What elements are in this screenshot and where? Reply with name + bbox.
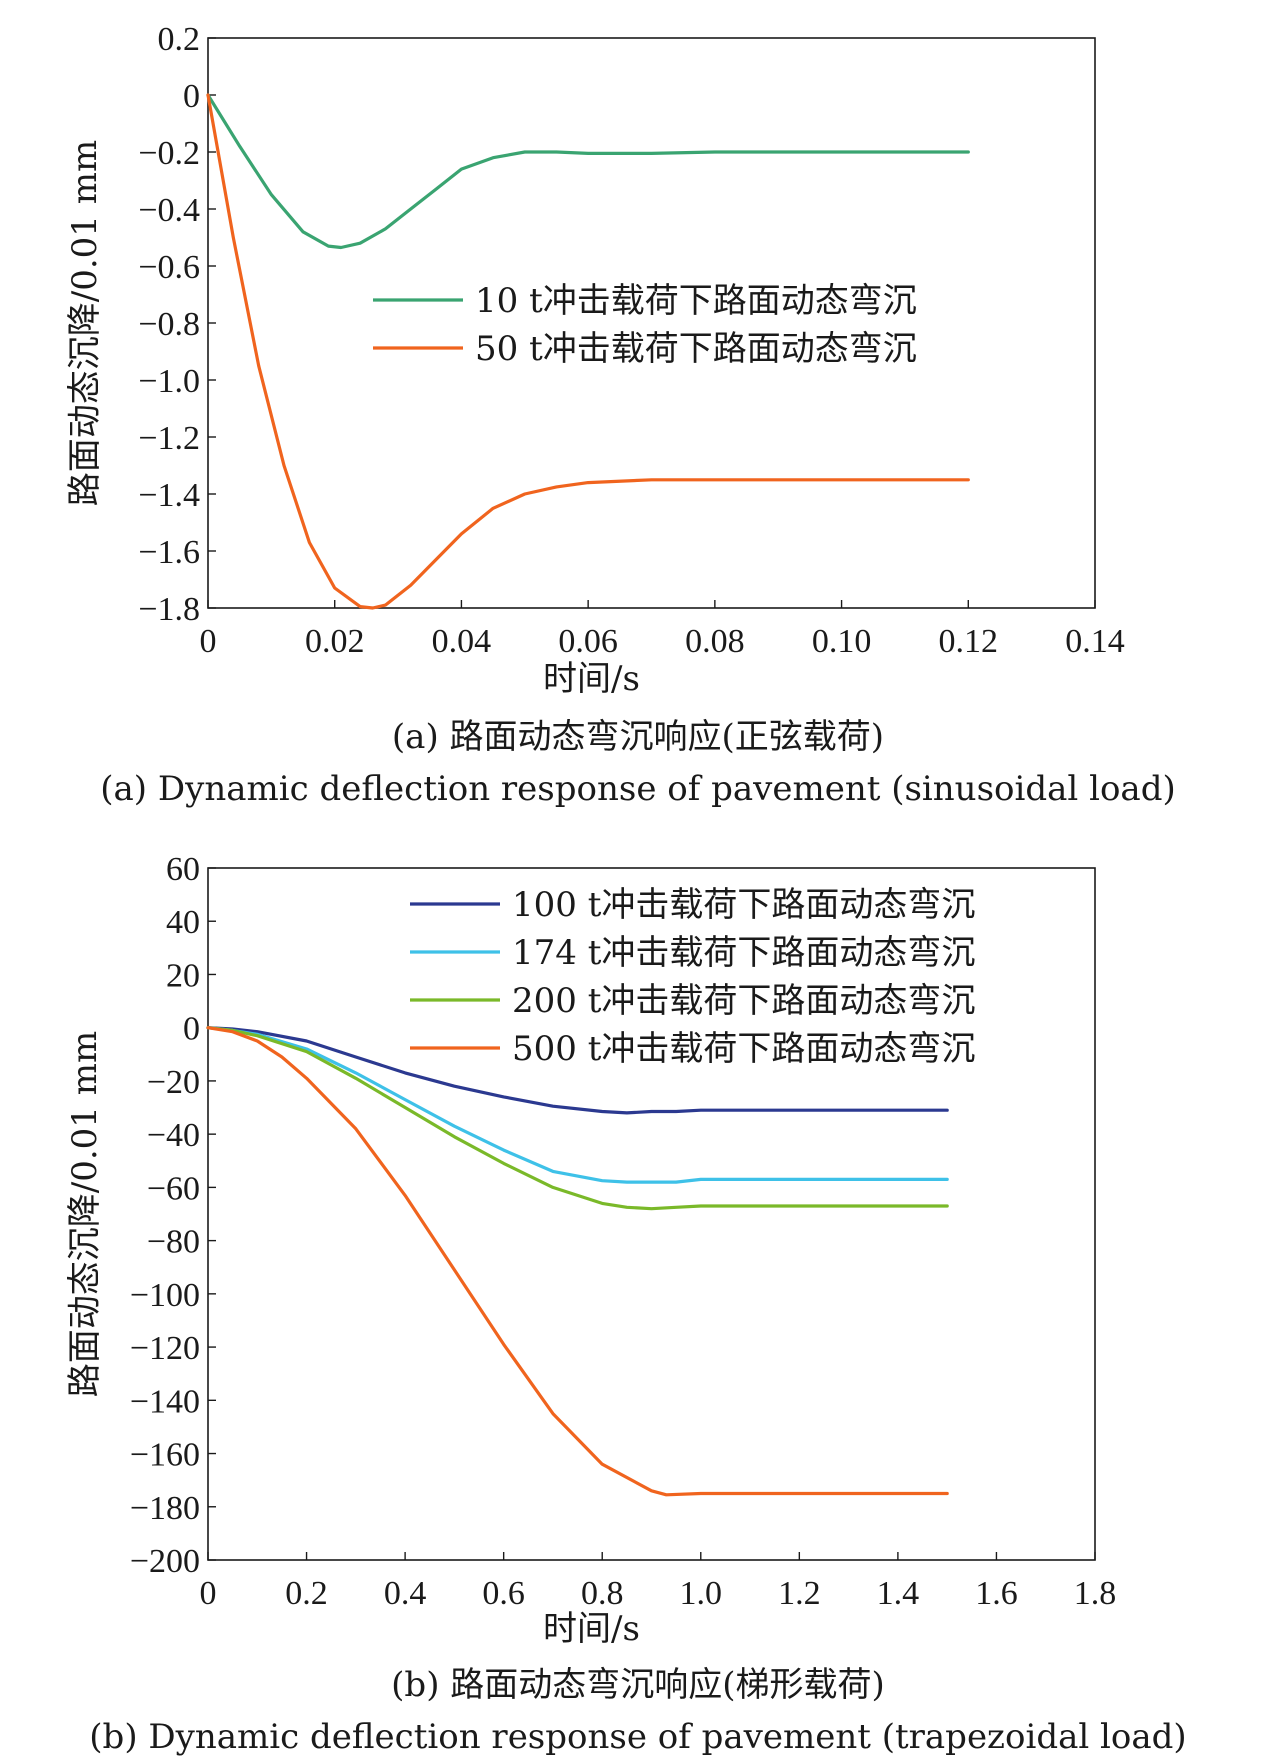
y-tick-label: −0.6 [138,249,200,286]
chart-a: 0 0.02 0.04 0.06 0.08 0.10 0.12 0.14 0.2 0 −0.2 −0.… [65,21,1176,809]
y-tick-label: 0 [183,78,200,115]
legend-label-0: 10 t冲击载荷下路面动态弯沉 [475,281,917,321]
y-tick-label: −40 [147,1117,200,1154]
x-tick-label: 0.02 [305,623,365,660]
y-tick-label: −80 [147,1224,200,1261]
caption-en: (b) Dynamic deflection response of pavem… [89,1717,1186,1757]
legend-label-2: 200 t冲击载荷下路面动态弯沉 [512,981,975,1021]
x-tick-label: 1.8 [1074,1575,1117,1612]
legend-label-0: 100 t冲击载荷下路面动态弯沉 [512,885,975,925]
y-tick-label: −100 [130,1277,200,1314]
y-tick-label: −1.6 [138,534,200,571]
chart-b: 0 0.2 0.4 0.6 0.8 1.0 1.2 1.4 1.6 1.8 60 40 20 0 −20 −4… [65,851,1187,1757]
x-tick-label: 1.0 [680,1575,723,1612]
y-tick-label: −180 [130,1490,200,1527]
plot-frame [207,37,1096,609]
x-tick-label: 0 [200,1575,217,1612]
x-tick-label: 0 [200,623,217,660]
x-tick-label: 0.08 [685,623,745,660]
y-tick-label: −140 [130,1383,200,1420]
series-line-2 [206,1026,949,1211]
series-line-0 [206,1026,949,1115]
caption-en: (a) Dynamic deflection response of pavem… [100,769,1175,809]
caption-cn: (a) 路面动态弯沉响应(正弦载荷) [392,717,884,757]
plot-frame [207,867,1096,1561]
y-tick-label: 60 [166,851,200,888]
y-tick-label: 0.2 [158,21,201,58]
x-axis-label: 时间/s [543,1609,640,1649]
legend-label-3: 500 t冲击载荷下路面动态弯沉 [512,1029,975,1069]
y-tick-label: −1.2 [138,420,200,457]
legend-label-1: 50 t冲击载荷下路面动态弯沉 [475,329,917,369]
x-tick-label: 0.4 [384,1575,427,1612]
x-tick-label: 1.6 [975,1575,1018,1612]
x-tick-label: 0.12 [939,623,999,660]
x-tick-label: 0.04 [432,623,492,660]
x-tick-label: 0.06 [558,623,618,660]
y-axis-label: 路面动态沉降/0.01 mm [65,1031,105,1397]
series-line-1 [206,1026,949,1184]
x-tick-label: 0.14 [1065,623,1125,660]
x-tick-label: 1.2 [778,1575,821,1612]
y-tick-label: −160 [130,1437,200,1474]
y-tick-label: 0 [183,1011,200,1048]
x-axis-label: 时间/s [543,659,640,699]
x-tick-label: 0.10 [812,623,872,660]
legend-label-1: 174 t冲击载荷下路面动态弯沉 [512,933,975,973]
x-tick-label: 0.2 [285,1575,328,1612]
series-line-3 [206,1026,949,1497]
y-tick-label: 20 [166,957,200,994]
y-tick-label: −1.0 [138,363,200,400]
y-axis-label: 路面动态沉降/0.01 mm [65,140,105,506]
y-tick-label: −1.8 [138,591,200,628]
y-tick-label: −0.4 [138,192,200,229]
series-line-1 [206,93,970,610]
y-tick-label: −0.8 [138,306,200,343]
y-tick-label: −200 [130,1543,200,1580]
y-tick-label: −1.4 [138,477,200,514]
x-tick-label: 0.8 [581,1575,624,1612]
series-line-0 [206,93,970,250]
y-tick-label: 40 [166,904,200,941]
x-tick-label: 0.6 [482,1575,525,1612]
y-tick-label: −20 [147,1064,200,1101]
y-tick-label: −60 [147,1170,200,1207]
caption-cn: (b) 路面动态弯沉响应(梯形载荷) [391,1665,885,1705]
y-tick-label: −120 [130,1330,200,1367]
y-tick-label: −0.2 [138,135,200,172]
x-tick-label: 1.4 [877,1575,920,1612]
